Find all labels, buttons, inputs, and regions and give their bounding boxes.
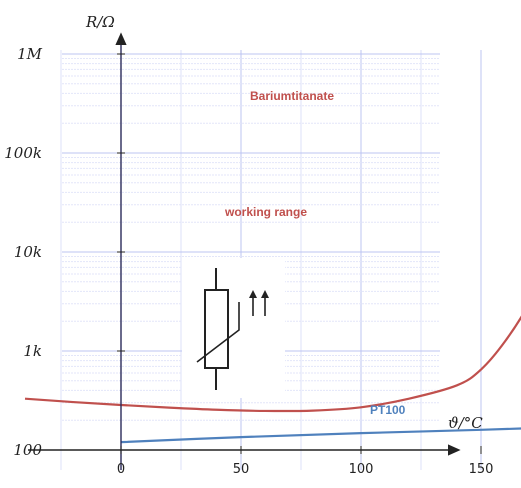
series-layer	[24, 315, 521, 444]
series-line-pt100	[120, 427, 521, 444]
ptc-thermistor-symbol	[182, 258, 285, 398]
y-tick-label: 1M	[17, 45, 43, 63]
annotation-pt100: PT100	[370, 403, 406, 417]
y-tick-label: 100k	[4, 144, 42, 162]
annotation-working-range: working range	[224, 205, 307, 219]
y-axis-label: R/Ω	[85, 13, 115, 31]
ticks: 0501001502002501001k10k100k1M	[4, 45, 494, 477]
annotation-bariumtitanate: Bariumtitanate	[250, 89, 334, 103]
x-tick-label: 0	[117, 462, 125, 477]
labels: R/Ω ϑ/°C Bariumtitanate working range PT…	[85, 13, 483, 432]
grid	[60, 50, 482, 470]
y-tick-label: 100	[13, 441, 42, 459]
x-tick-label: 150	[469, 462, 494, 477]
x-tick-label: 50	[233, 462, 250, 477]
y-tick-label: 1k	[23, 342, 42, 360]
x-tick-label: 100	[349, 462, 374, 477]
x-axis-label: ϑ/°C	[448, 414, 483, 432]
y-tick-label: 10k	[14, 243, 42, 261]
series-line-bariumtitanate	[24, 315, 521, 413]
